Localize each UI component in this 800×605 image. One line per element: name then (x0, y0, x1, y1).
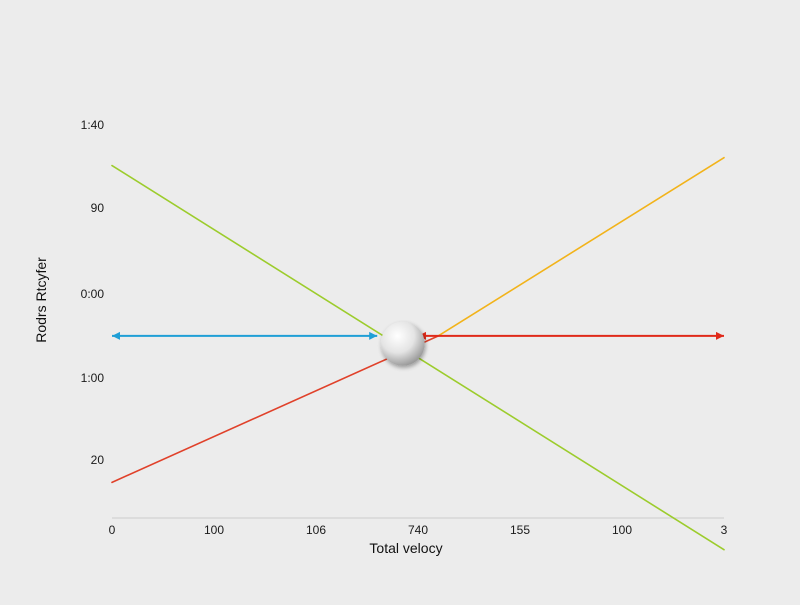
y-tick-label: 0:00 (81, 287, 105, 301)
x-tick-label: 740 (408, 523, 428, 537)
x-tick-label: 106 (306, 523, 326, 537)
sphere-marker (380, 321, 425, 366)
arrow-head (716, 331, 724, 340)
series-line-2 (437, 156, 725, 337)
marker-layer (380, 321, 425, 366)
x-tick-label: 3 (721, 523, 728, 537)
x-tick-label: 0 (109, 523, 116, 537)
arrow-head (369, 331, 378, 340)
arrow-layer (112, 331, 724, 340)
y-axis-title: Rodrs Rtcyfer (33, 257, 49, 343)
y-tick-label: 1:00 (81, 371, 105, 385)
y-tick-label: 90 (91, 201, 105, 215)
series-line-3 (111, 335, 440, 484)
axis-layer: 0 100 106 740 155 100 3 1:40 90 0:00 1:00 20 (81, 118, 728, 537)
y-tick-label: 20 (91, 453, 105, 467)
x-tick-label: 155 (510, 523, 530, 537)
x-tick-label: 100 (612, 523, 632, 537)
x-tick-label: 100 (204, 523, 224, 537)
arrow-head (112, 331, 120, 340)
x-axis-title: Total velocy (369, 540, 442, 556)
y-tick-label: 1:40 (81, 118, 105, 132)
